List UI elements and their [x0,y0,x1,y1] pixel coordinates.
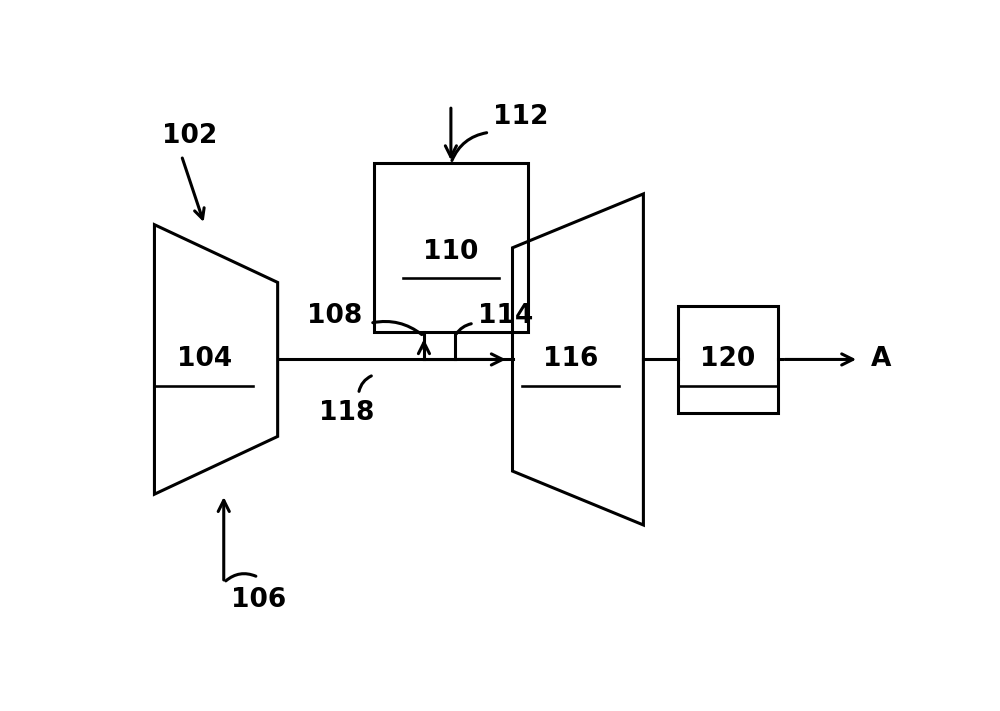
Text: 120: 120 [700,346,756,373]
Text: 116: 116 [543,346,598,373]
Text: 112: 112 [493,104,549,130]
Text: 102: 102 [162,123,217,149]
Text: 110: 110 [423,239,479,264]
Text: 118: 118 [319,400,375,427]
Text: 108: 108 [307,303,362,328]
Text: A: A [871,346,891,373]
Text: 106: 106 [231,587,286,614]
Text: 114: 114 [478,303,533,328]
Text: 104: 104 [177,346,232,373]
